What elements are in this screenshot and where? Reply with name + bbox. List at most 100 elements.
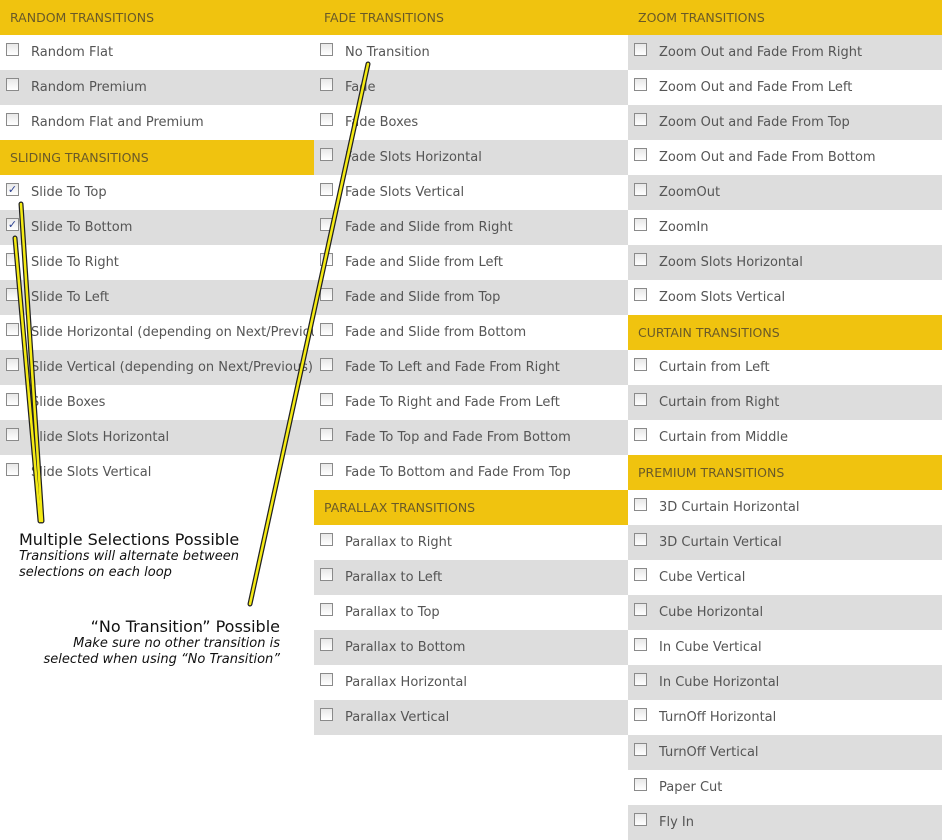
- checkbox[interactable]: [634, 498, 647, 511]
- checkbox[interactable]: [320, 603, 333, 616]
- checkbox[interactable]: [6, 463, 19, 476]
- transition-option[interactable]: Zoom Slots Vertical: [628, 280, 942, 315]
- transition-option[interactable]: In Cube Vertical: [628, 630, 942, 665]
- checkbox[interactable]: [6, 358, 19, 371]
- transition-option[interactable]: 3D Curtain Horizontal: [628, 490, 942, 525]
- checkbox[interactable]: [320, 113, 333, 126]
- checkbox[interactable]: [634, 183, 647, 196]
- checkbox[interactable]: [634, 288, 647, 301]
- transition-option[interactable]: Parallax to Right: [314, 525, 628, 560]
- checkbox[interactable]: [320, 288, 333, 301]
- transition-option[interactable]: Fade and Slide from Bottom: [314, 315, 628, 350]
- transition-option[interactable]: Random Flat: [0, 35, 314, 70]
- checkbox[interactable]: [634, 148, 647, 161]
- transition-option[interactable]: Parallax to Bottom: [314, 630, 628, 665]
- transition-option[interactable]: Cube Vertical: [628, 560, 942, 595]
- checkbox[interactable]: [320, 43, 333, 56]
- transition-option[interactable]: Fade and Slide from Left: [314, 245, 628, 280]
- transition-option[interactable]: Random Flat and Premium: [0, 105, 314, 140]
- checkbox[interactable]: [320, 78, 333, 91]
- checkbox[interactable]: [6, 78, 19, 91]
- checkbox[interactable]: [320, 148, 333, 161]
- checkbox[interactable]: [634, 428, 647, 441]
- checkbox[interactable]: [6, 288, 19, 301]
- transition-option[interactable]: Zoom Out and Fade From Left: [628, 70, 942, 105]
- checkbox[interactable]: [320, 358, 333, 371]
- transition-option[interactable]: Curtain from Left: [628, 350, 942, 385]
- checkbox-checked[interactable]: ✓: [6, 183, 19, 196]
- checkbox[interactable]: [634, 358, 647, 371]
- checkbox[interactable]: [634, 673, 647, 686]
- transition-option[interactable]: 3D Curtain Vertical: [628, 525, 942, 560]
- checkbox[interactable]: [320, 533, 333, 546]
- checkbox[interactable]: [6, 113, 19, 126]
- checkbox[interactable]: [634, 78, 647, 91]
- transition-option[interactable]: Fade: [314, 70, 628, 105]
- checkbox[interactable]: [320, 393, 333, 406]
- checkbox-checked[interactable]: ✓: [6, 218, 19, 231]
- checkbox[interactable]: [634, 708, 647, 721]
- transition-option[interactable]: Random Premium: [0, 70, 314, 105]
- transition-option[interactable]: Slide Vertical (depending on Next/Previo…: [0, 350, 314, 385]
- checkbox[interactable]: [6, 253, 19, 266]
- transition-option[interactable]: Slide Slots Vertical: [0, 455, 314, 490]
- transition-option[interactable]: Slide Boxes: [0, 385, 314, 420]
- transition-option[interactable]: ZoomIn: [628, 210, 942, 245]
- transition-option[interactable]: ✓ Slide To Top: [0, 175, 314, 210]
- checkbox[interactable]: [634, 533, 647, 546]
- checkbox[interactable]: [320, 638, 333, 651]
- transition-option[interactable]: Fade To Right and Fade From Left: [314, 385, 628, 420]
- checkbox[interactable]: [634, 253, 647, 266]
- checkbox[interactable]: [6, 323, 19, 336]
- checkbox[interactable]: [634, 568, 647, 581]
- checkbox[interactable]: [320, 673, 333, 686]
- checkbox[interactable]: [634, 218, 647, 231]
- checkbox[interactable]: [320, 253, 333, 266]
- checkbox[interactable]: [634, 778, 647, 791]
- transition-option[interactable]: Zoom Slots Horizontal: [628, 245, 942, 280]
- checkbox[interactable]: [320, 218, 333, 231]
- checkbox[interactable]: [634, 813, 647, 826]
- checkbox[interactable]: [320, 708, 333, 721]
- transition-option[interactable]: Fade Boxes: [314, 105, 628, 140]
- checkbox[interactable]: [320, 428, 333, 441]
- checkbox[interactable]: [634, 393, 647, 406]
- transition-option[interactable]: Cube Horizontal: [628, 595, 942, 630]
- checkbox[interactable]: [634, 113, 647, 126]
- checkbox[interactable]: [634, 638, 647, 651]
- transition-option[interactable]: ✓ Slide To Bottom: [0, 210, 314, 245]
- transition-option[interactable]: Parallax Horizontal: [314, 665, 628, 700]
- transition-option[interactable]: Slide To Left: [0, 280, 314, 315]
- transition-option[interactable]: Parallax to Top: [314, 595, 628, 630]
- checkbox[interactable]: [6, 393, 19, 406]
- transition-option[interactable]: Slide Slots Horizontal: [0, 420, 314, 455]
- transition-option[interactable]: Fade To Bottom and Fade From Top: [314, 455, 628, 490]
- checkbox[interactable]: [320, 568, 333, 581]
- transition-option[interactable]: Zoom Out and Fade From Bottom: [628, 140, 942, 175]
- transition-option[interactable]: Curtain from Middle: [628, 420, 942, 455]
- transition-option[interactable]: Fade and Slide from Top: [314, 280, 628, 315]
- transition-option[interactable]: ZoomOut: [628, 175, 942, 210]
- checkbox[interactable]: [634, 743, 647, 756]
- transition-option[interactable]: Zoom Out and Fade From Right: [628, 35, 942, 70]
- transition-option[interactable]: Parallax to Left: [314, 560, 628, 595]
- checkbox[interactable]: [320, 183, 333, 196]
- checkbox[interactable]: [634, 43, 647, 56]
- checkbox[interactable]: [634, 603, 647, 616]
- checkbox[interactable]: [6, 43, 19, 56]
- transition-option[interactable]: TurnOff Horizontal: [628, 700, 942, 735]
- transition-option[interactable]: Slide Horizontal (depending on Next/Prev…: [0, 315, 314, 350]
- transition-option[interactable]: Fade To Top and Fade From Bottom: [314, 420, 628, 455]
- checkbox[interactable]: [320, 463, 333, 476]
- transition-option[interactable]: In Cube Horizontal: [628, 665, 942, 700]
- transition-option[interactable]: Fade and Slide from Right: [314, 210, 628, 245]
- transition-option[interactable]: TurnOff Vertical: [628, 735, 942, 770]
- transition-option[interactable]: Slide To Right: [0, 245, 314, 280]
- transition-option[interactable]: Fly In: [628, 805, 942, 840]
- transition-option[interactable]: Fade To Left and Fade From Right: [314, 350, 628, 385]
- transition-option[interactable]: Paper Cut: [628, 770, 942, 805]
- transition-option[interactable]: Zoom Out and Fade From Top: [628, 105, 942, 140]
- checkbox[interactable]: [320, 323, 333, 336]
- transition-option[interactable]: Fade Slots Horizontal: [314, 140, 628, 175]
- transition-option[interactable]: Fade Slots Vertical: [314, 175, 628, 210]
